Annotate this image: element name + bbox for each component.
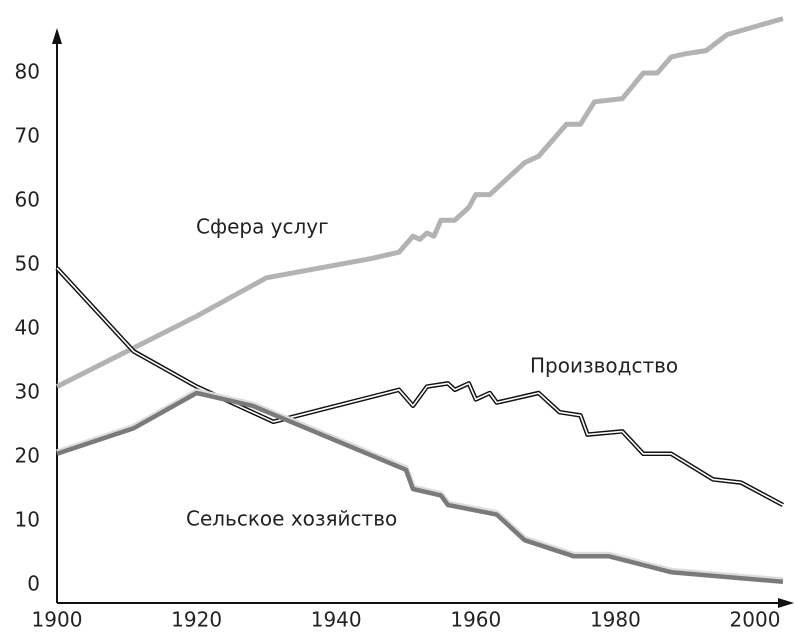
series-line xyxy=(56,267,784,506)
series-line xyxy=(56,390,784,585)
y-tick-label: 80 xyxy=(15,60,40,84)
x-tick-label: 1980 xyxy=(590,608,641,632)
x-tick-label: 1900 xyxy=(32,608,83,632)
series-line xyxy=(55,266,784,507)
x-tick-label: 1920 xyxy=(171,608,222,632)
y-tick-label: 10 xyxy=(15,508,40,532)
y-tick-label: 20 xyxy=(15,444,40,468)
series-label: Производство xyxy=(530,354,678,378)
x-tick-label: 1960 xyxy=(450,608,501,632)
y-tick-label: 60 xyxy=(15,188,40,212)
y-tick-label: 50 xyxy=(15,252,40,276)
x-tick-label: 2000 xyxy=(730,608,781,632)
series-line xyxy=(56,388,784,584)
series-label: Сфера услуг xyxy=(196,215,329,239)
y-tick-label: 70 xyxy=(15,124,40,148)
x-axis-arrow xyxy=(778,598,794,608)
series-label: Сельское хозяйство xyxy=(186,507,397,531)
x-tick-label: 1940 xyxy=(311,608,362,632)
y-axis-arrow xyxy=(52,28,62,44)
series-line xyxy=(55,16,784,389)
y-tick-label: 0 xyxy=(27,572,40,596)
y-tick-label: 40 xyxy=(15,316,40,340)
y-tick-label: 30 xyxy=(15,380,40,404)
